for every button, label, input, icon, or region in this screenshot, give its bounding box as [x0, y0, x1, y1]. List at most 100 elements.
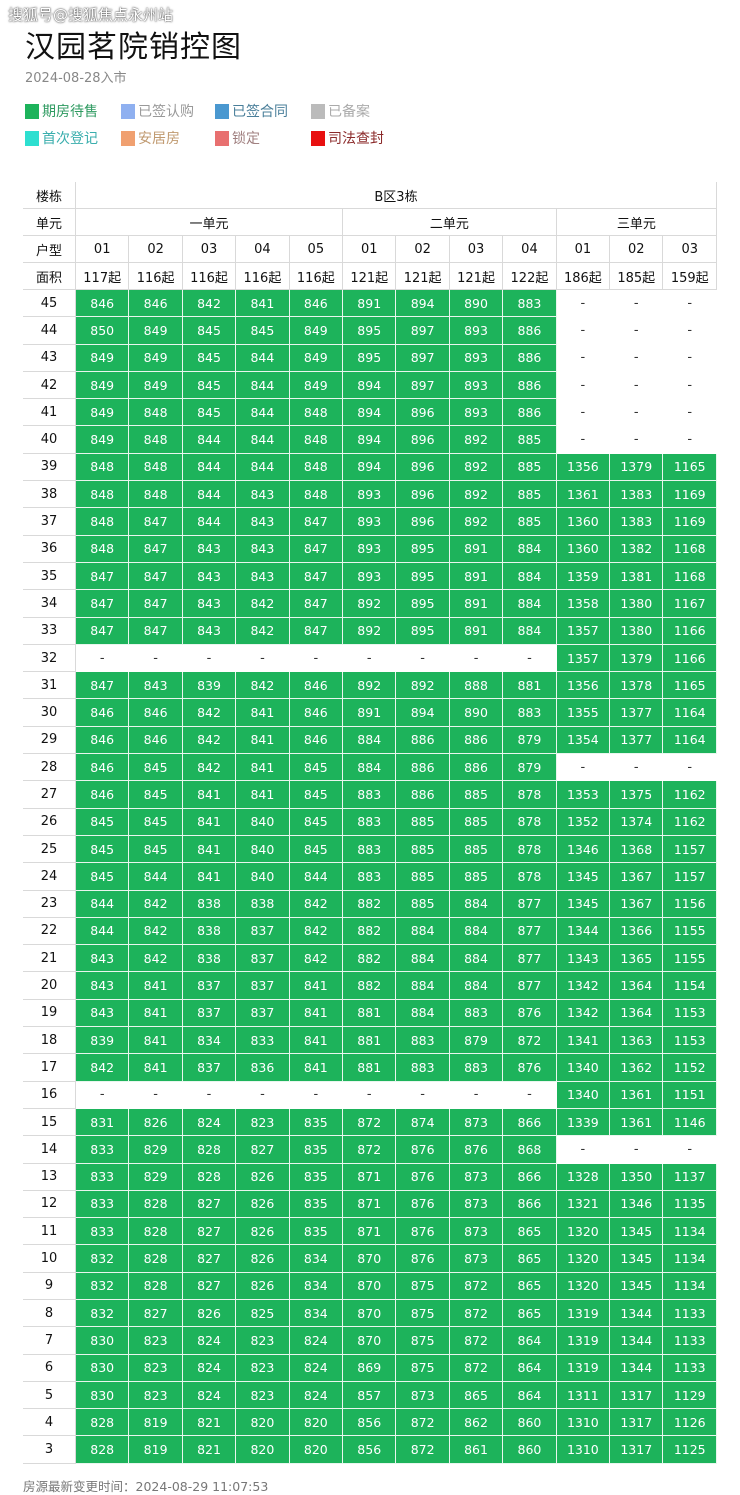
- unit-cell-for-sale[interactable]: 844: [181, 480, 237, 509]
- unit-cell-for-sale[interactable]: 847: [128, 561, 183, 591]
- unit-cell-for-sale[interactable]: 865: [448, 1380, 504, 1410]
- unit-cell-for-sale[interactable]: 883: [448, 998, 504, 1028]
- unit-cell-for-sale[interactable]: 891: [342, 698, 397, 727]
- unit-cell-for-sale[interactable]: 841: [235, 288, 290, 318]
- unit-cell-for-sale[interactable]: 1321: [555, 1189, 611, 1219]
- unit-cell-for-sale[interactable]: 871: [342, 1162, 397, 1191]
- unit-cell-for-sale[interactable]: 1319: [555, 1298, 611, 1328]
- unit-cell-for-sale[interactable]: 1346: [555, 834, 611, 864]
- unit-cell-for-sale[interactable]: 821: [181, 1408, 237, 1437]
- unit-cell-for-sale[interactable]: 846: [128, 725, 183, 755]
- unit-cell-for-sale[interactable]: 841: [181, 862, 237, 891]
- unit-cell-for-sale[interactable]: 847: [288, 589, 344, 618]
- unit-cell-for-sale[interactable]: 896: [395, 452, 450, 482]
- unit-cell-for-sale[interactable]: 849: [74, 370, 130, 400]
- unit-cell-for-sale[interactable]: 824: [181, 1353, 237, 1382]
- unit-cell-for-sale[interactable]: 893: [448, 316, 504, 345]
- unit-cell-for-sale[interactable]: 1368: [609, 834, 664, 864]
- unit-cell-for-sale[interactable]: 1344: [609, 1326, 664, 1355]
- unit-cell-for-sale[interactable]: 1361: [609, 1107, 664, 1137]
- unit-cell-for-sale[interactable]: 845: [128, 834, 183, 864]
- unit-cell-for-sale[interactable]: 883: [342, 807, 397, 836]
- unit-cell-for-sale[interactable]: 1328: [555, 1162, 611, 1191]
- unit-cell-for-sale[interactable]: 1379: [609, 643, 664, 673]
- unit-cell-for-sale[interactable]: 824: [181, 1380, 237, 1410]
- unit-cell-for-sale[interactable]: 847: [288, 507, 344, 536]
- unit-cell-for-sale[interactable]: 842: [128, 944, 183, 973]
- unit-cell-for-sale[interactable]: 826: [235, 1189, 290, 1219]
- unit-cell-for-sale[interactable]: 848: [74, 534, 130, 563]
- unit-cell-for-sale[interactable]: 1320: [555, 1244, 611, 1273]
- unit-cell-for-sale[interactable]: 1341: [555, 1026, 611, 1055]
- unit-cell-for-sale[interactable]: 1169: [662, 507, 717, 536]
- unit-cell-for-sale[interactable]: 831: [74, 1107, 130, 1137]
- unit-cell-for-sale[interactable]: 876: [395, 1162, 450, 1191]
- unit-cell-for-sale[interactable]: 897: [395, 370, 450, 400]
- unit-cell-for-sale[interactable]: 885: [448, 807, 504, 836]
- unit-cell-for-sale[interactable]: 844: [288, 862, 344, 891]
- unit-cell-for-sale[interactable]: 1345: [555, 889, 611, 918]
- unit-cell-for-sale[interactable]: 845: [181, 398, 237, 427]
- unit-cell-for-sale[interactable]: 844: [74, 889, 130, 918]
- unit-cell-for-sale[interactable]: 845: [128, 807, 183, 836]
- unit-cell-for-sale[interactable]: 1319: [555, 1326, 611, 1355]
- unit-cell-for-sale[interactable]: 841: [235, 725, 290, 755]
- unit-cell-for-sale[interactable]: 866: [502, 1107, 557, 1137]
- unit-cell-for-sale[interactable]: 1129: [662, 1380, 717, 1410]
- unit-cell-for-sale[interactable]: 850: [74, 316, 130, 345]
- unit-cell-for-sale[interactable]: 1364: [609, 998, 664, 1028]
- unit-cell-for-sale[interactable]: 823: [235, 1107, 290, 1137]
- unit-cell-for-sale[interactable]: 1383: [609, 507, 664, 536]
- unit-cell-for-sale[interactable]: 883: [395, 1053, 450, 1082]
- unit-cell-for-sale[interactable]: 847: [288, 534, 344, 563]
- unit-cell-for-sale[interactable]: 886: [448, 753, 504, 782]
- unit-cell-for-sale[interactable]: 845: [288, 807, 344, 836]
- unit-cell-for-sale[interactable]: 1356: [555, 671, 611, 700]
- unit-cell-for-sale[interactable]: 847: [288, 616, 344, 645]
- unit-cell-for-sale[interactable]: 895: [395, 616, 450, 645]
- unit-cell-for-sale[interactable]: 1157: [662, 862, 717, 891]
- unit-cell-for-sale[interactable]: 1153: [662, 998, 717, 1028]
- unit-cell-for-sale[interactable]: 891: [448, 534, 504, 563]
- unit-cell-for-sale[interactable]: 891: [448, 616, 504, 645]
- unit-cell-for-sale[interactable]: 1164: [662, 698, 717, 727]
- unit-cell-for-sale[interactable]: 864: [502, 1380, 557, 1410]
- unit-cell-for-sale[interactable]: 895: [395, 561, 450, 591]
- unit-cell-for-sale[interactable]: 847: [288, 561, 344, 591]
- unit-cell-for-sale[interactable]: 893: [342, 507, 397, 536]
- unit-cell-for-sale[interactable]: 884: [342, 753, 397, 782]
- unit-cell-for-sale[interactable]: 883: [502, 698, 557, 727]
- unit-cell-for-sale[interactable]: 847: [74, 616, 130, 645]
- unit-cell-for-sale[interactable]: 861: [448, 1435, 504, 1464]
- unit-cell-for-sale[interactable]: 882: [342, 889, 397, 918]
- unit-cell-for-sale[interactable]: 848: [288, 452, 344, 482]
- unit-cell-for-sale[interactable]: 825: [235, 1298, 290, 1328]
- unit-cell-for-sale[interactable]: 844: [181, 425, 237, 454]
- unit-cell-for-sale[interactable]: 893: [342, 480, 397, 509]
- unit-cell-for-sale[interactable]: 845: [181, 316, 237, 345]
- unit-cell-for-sale[interactable]: 1135: [662, 1189, 717, 1219]
- unit-cell-for-sale[interactable]: 870: [342, 1244, 397, 1273]
- unit-cell-for-sale[interactable]: 841: [288, 1053, 344, 1082]
- unit-cell-for-sale[interactable]: 829: [128, 1135, 183, 1164]
- unit-cell-for-sale[interactable]: 886: [395, 780, 450, 809]
- unit-cell-for-sale[interactable]: 884: [448, 889, 504, 918]
- unit-cell-for-sale[interactable]: 1361: [609, 1080, 664, 1109]
- unit-cell-for-sale[interactable]: 828: [128, 1244, 183, 1273]
- unit-cell-for-sale[interactable]: 845: [288, 834, 344, 864]
- unit-cell-for-sale[interactable]: 894: [342, 370, 397, 400]
- unit-cell-for-sale[interactable]: 1378: [609, 671, 664, 700]
- unit-cell-for-sale[interactable]: 841: [128, 1026, 183, 1055]
- unit-cell-for-sale[interactable]: 883: [342, 834, 397, 864]
- unit-cell-for-sale[interactable]: 843: [235, 561, 290, 591]
- unit-cell-for-sale[interactable]: 844: [235, 370, 290, 400]
- unit-cell-for-sale[interactable]: 828: [74, 1435, 130, 1464]
- unit-cell-for-sale[interactable]: 896: [395, 425, 450, 454]
- unit-cell-for-sale[interactable]: 826: [181, 1298, 237, 1328]
- unit-cell-for-sale[interactable]: 892: [448, 507, 504, 536]
- unit-cell-for-sale[interactable]: 881: [342, 1053, 397, 1082]
- unit-cell-for-sale[interactable]: 1155: [662, 916, 717, 946]
- unit-cell-for-sale[interactable]: 891: [342, 288, 397, 318]
- unit-cell-for-sale[interactable]: 1151: [662, 1080, 717, 1109]
- unit-cell-for-sale[interactable]: 882: [342, 971, 397, 1000]
